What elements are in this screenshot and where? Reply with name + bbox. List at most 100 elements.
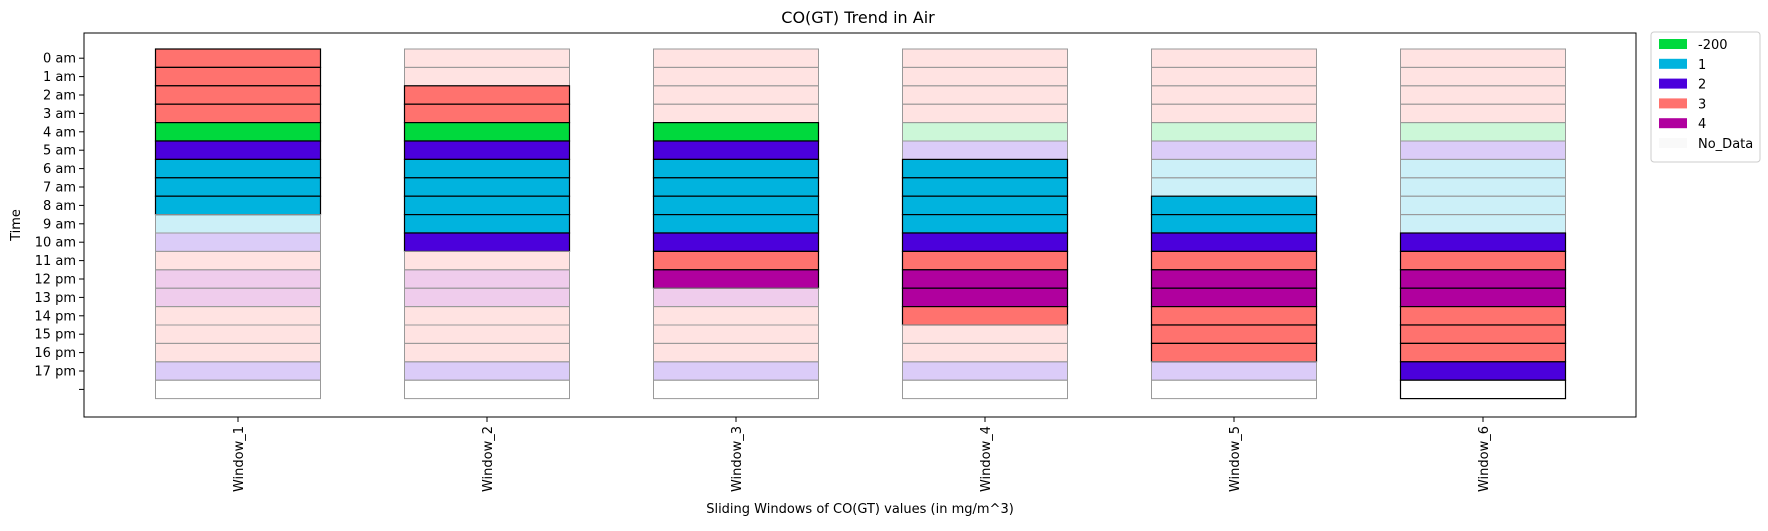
cell-window_1-row-1 — [154, 66, 322, 87]
cell-window_1-row-6 — [154, 158, 322, 179]
cell-window_3-row-15 — [653, 324, 819, 344]
cell-window_4-row-7 — [901, 177, 1069, 197]
cell-window_1-row-16 — [155, 342, 321, 363]
cell-window_5-row-17 — [1151, 361, 1317, 381]
cell-window_1-row-0 — [154, 48, 322, 68]
cell-window_2-row-6 — [403, 158, 571, 179]
cell-window_6-row-13 — [1399, 287, 1567, 308]
cell-window_2-row-9 — [403, 214, 571, 234]
y-axis-title: Time — [9, 209, 24, 242]
cell-window_5-row-7 — [1151, 177, 1317, 197]
y-axis: 0 am 1 am 2 am 3 am 4 am 5 am 6 am 7 am 8 am 9 am… — [34, 52, 84, 390]
y-tick-label: 14 pm — [34, 309, 76, 324]
cell-window_4-row-8 — [901, 195, 1069, 216]
cell-window_1-row-15 — [155, 324, 321, 344]
cell-window_2-row-16 — [404, 342, 570, 363]
x-tick-label: Window_1 — [232, 426, 247, 492]
cell-window_2-row-10 — [403, 232, 571, 252]
cell-window_3-row-14 — [653, 306, 819, 326]
cell-window_6-row-3 — [1400, 103, 1566, 124]
y-tick-label: 13 pm — [34, 291, 76, 306]
cell-window_2-row-12 — [404, 269, 570, 289]
x-axis-title: Sliding Windows of CO(GT) values (in mg/… — [706, 502, 1014, 517]
cell-window_2-row-8 — [403, 195, 571, 216]
cell-window_2-row-17 — [404, 361, 570, 381]
cell-window_1-row-17 — [155, 361, 321, 381]
cell-window_6-row-6 — [1400, 158, 1566, 179]
cell-window_3-row-17 — [653, 361, 819, 381]
cell-window_4-row-9 — [901, 214, 1069, 234]
cell-window_3-row-7 — [652, 177, 820, 197]
y-tick-label: 3 am — [43, 107, 76, 122]
cell-window_6-row-9 — [1400, 214, 1566, 234]
cell-window_4-row-5 — [902, 140, 1068, 160]
cell-window_6-row-18 — [1399, 379, 1567, 400]
y-tick-label: 12 pm — [34, 273, 76, 288]
y-tick-label: 15 pm — [34, 328, 76, 343]
y-tick-label: 9 am — [43, 217, 76, 232]
cell-window_5-row-4 — [1151, 122, 1317, 142]
cell-window_6-row-8 — [1400, 195, 1566, 216]
cell-window_3-row-0 — [653, 48, 819, 68]
legend-label: 2 — [1698, 78, 1706, 93]
legend-swatch — [1659, 39, 1687, 49]
cell-window_6-row-11 — [1399, 250, 1567, 271]
cell-window_5-row-18 — [1151, 379, 1317, 400]
x-tick-label: Window_6 — [1477, 426, 1492, 492]
cell-window_4-row-15 — [902, 324, 1068, 344]
cell-window_4-row-17 — [902, 361, 1068, 381]
cell-window_4-row-2 — [902, 85, 1068, 105]
cell-window_2-row-2 — [403, 85, 571, 105]
plot-frame — [83, 32, 1637, 418]
cell-window_5-row-3 — [1151, 103, 1317, 124]
legend-label: 1 — [1698, 58, 1706, 73]
legend-label: 4 — [1698, 117, 1706, 132]
cells-layer — [154, 48, 1567, 400]
cell-window_1-row-11 — [155, 250, 321, 271]
y-tick-label: 8 am — [43, 199, 76, 214]
cell-window_6-row-16 — [1399, 342, 1567, 363]
cell-window_2-row-13 — [404, 287, 570, 308]
y-tick-label: 5 am — [43, 144, 76, 159]
cell-window_4-row-18 — [902, 379, 1068, 400]
cell-window_4-row-11 — [901, 250, 1069, 271]
cell-window_6-row-10 — [1399, 232, 1567, 252]
y-tick-label: 16 pm — [34, 346, 76, 361]
cell-window_3-row-3 — [653, 103, 819, 124]
cell-window_5-row-13 — [1150, 287, 1318, 308]
cell-window_4-row-0 — [902, 48, 1068, 68]
cell-window_4-row-13 — [901, 287, 1069, 308]
cell-window_4-row-4 — [902, 122, 1068, 142]
cell-window_2-row-5 — [403, 140, 571, 160]
cell-window_1-row-14 — [155, 306, 321, 326]
cell-window_1-row-4 — [154, 121, 322, 142]
cell-window_5-row-14 — [1150, 306, 1318, 326]
cell-window_3-row-2 — [653, 85, 819, 105]
cell-window_6-row-12 — [1399, 269, 1567, 289]
cell-window_4-row-12 — [901, 269, 1069, 289]
cell-window_6-row-14 — [1399, 306, 1567, 326]
cell-window_3-row-18 — [653, 379, 819, 400]
y-tick-label: 7 am — [43, 181, 76, 196]
y-tick-label: 2 am — [43, 89, 76, 104]
cell-window_3-row-6 — [652, 158, 820, 179]
cell-window_5-row-15 — [1150, 324, 1318, 344]
cell-window_2-row-7 — [403, 177, 571, 197]
cell-window_4-row-16 — [902, 342, 1068, 363]
cell-window_5-row-11 — [1150, 250, 1318, 271]
cell-window_2-row-1 — [404, 66, 570, 87]
cell-window_3-row-8 — [652, 195, 820, 216]
legend-swatch — [1659, 98, 1687, 109]
cell-window_2-row-11 — [404, 250, 570, 271]
y-tick-label: 1 am — [43, 70, 76, 85]
x-tick-label: Window_4 — [979, 426, 994, 492]
cell-window_4-row-3 — [902, 103, 1068, 124]
cell-window_1-row-3 — [154, 103, 322, 124]
y-tick-label: 11 am — [35, 254, 76, 269]
cell-window_1-row-8 — [154, 195, 322, 216]
cell-window_1-row-12 — [155, 269, 321, 289]
cell-window_2-row-18 — [404, 379, 570, 400]
cell-window_6-row-17 — [1399, 361, 1567, 381]
cell-window_6-row-0 — [1400, 48, 1566, 68]
cell-window_5-row-0 — [1151, 48, 1317, 68]
